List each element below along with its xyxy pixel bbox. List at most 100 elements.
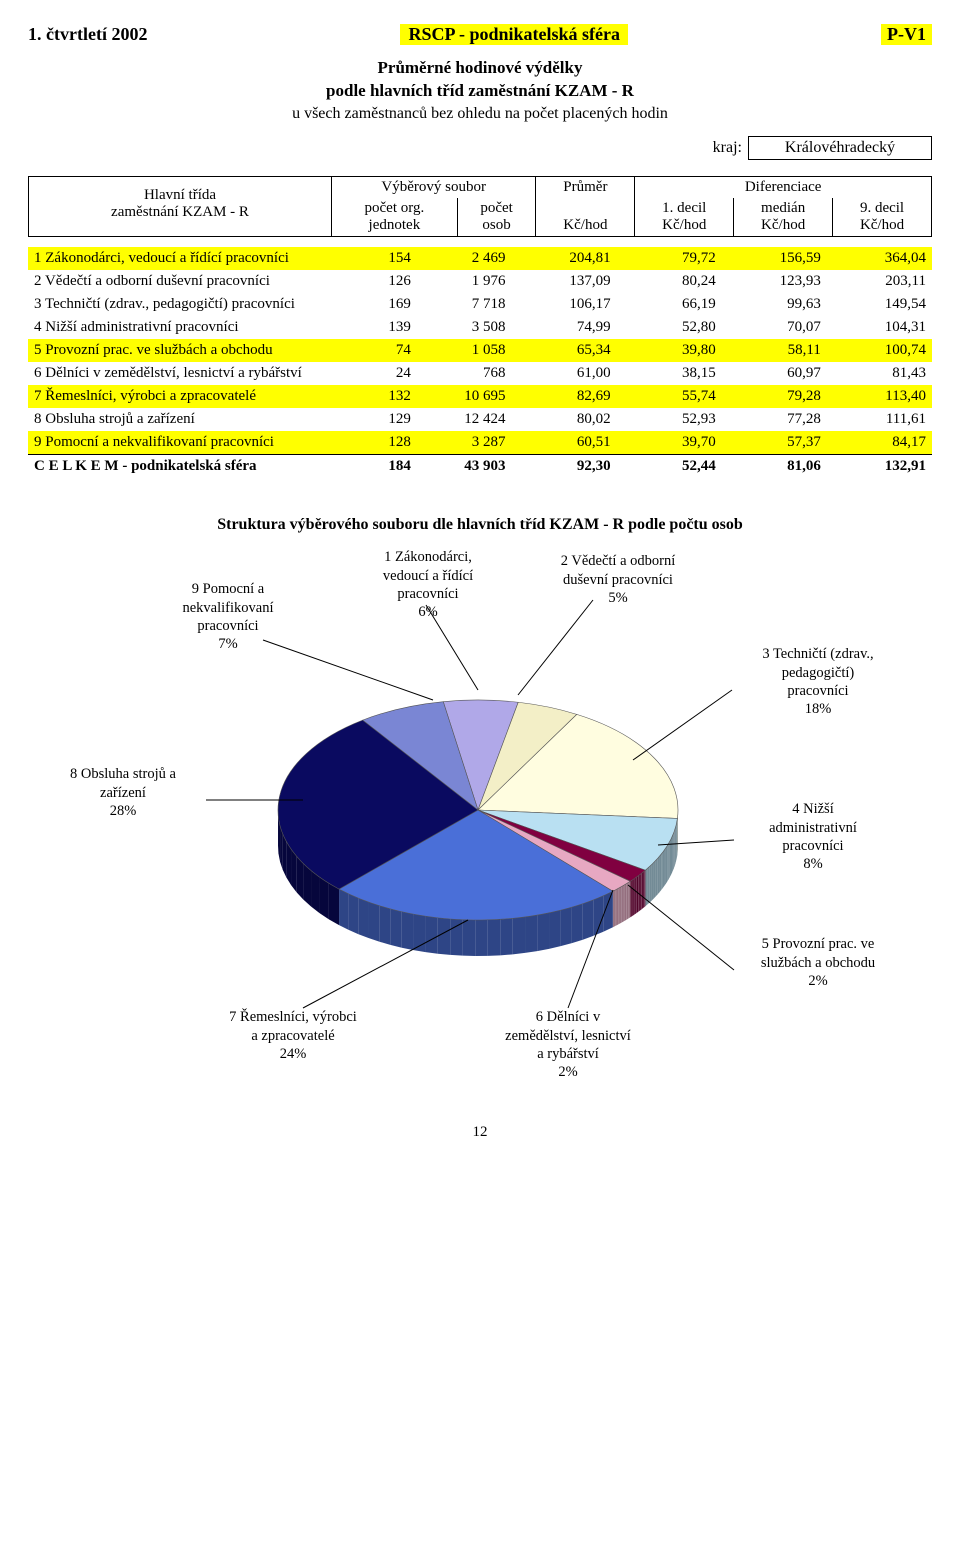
cell-f: 111,61 [827, 408, 932, 431]
cell-f: 203,11 [827, 270, 932, 293]
col-prumer: Průměr [536, 177, 635, 199]
cell-c: 137,09 [512, 270, 617, 293]
cell-e: 57,37 [722, 431, 827, 455]
col-kchod-2: Kč/hod [641, 217, 727, 234]
pie-chart: 1 Zákonodárci,vedoucí a řídícípracovníci… [28, 540, 928, 1100]
total-b: 43 903 [417, 455, 512, 479]
cell-d: 66,19 [617, 293, 722, 316]
cell-a: 126 [343, 270, 417, 293]
cell-f: 100,74 [827, 339, 932, 362]
col-main-a: Hlavní třída [35, 187, 325, 204]
cell-a: 132 [343, 385, 417, 408]
cell-a: 169 [343, 293, 417, 316]
cell-c: 204,81 [512, 247, 617, 270]
table-row: 9 Pomocní a nekvalifikovaní pracovníci12… [28, 431, 932, 455]
cell-b: 2 469 [417, 247, 512, 270]
cell-d: 80,24 [617, 270, 722, 293]
title-line-1: Průměrné hodinové výdělky [28, 57, 932, 80]
kraj-label: kraj: [713, 139, 742, 157]
cell-label: 8 Obsluha strojů a zařízení [28, 408, 343, 431]
cell-f: 84,17 [827, 431, 932, 455]
table-row: 4 Nižší administrativní pracovníci1393 5… [28, 316, 932, 339]
cell-b: 12 424 [417, 408, 512, 431]
total-d: 52,44 [617, 455, 722, 479]
cell-f: 149,54 [827, 293, 932, 316]
col-d1: 1. decil [641, 200, 727, 217]
cell-a: 129 [343, 408, 417, 431]
title-block: Průměrné hodinové výdělky podle hlavních… [28, 57, 932, 124]
period-label: 1. čtvrtletí 2002 [28, 24, 147, 45]
pie-label: 8 Obsluha strojů azařízení28% [38, 765, 208, 819]
cell-c: 106,17 [512, 293, 617, 316]
col-jednotek: jednotek [338, 217, 451, 234]
report-code: P-V1 [881, 24, 932, 45]
cell-label: 1 Zákonodárci, vedoucí a řídící pracovní… [28, 247, 343, 270]
cell-d: 79,72 [617, 247, 722, 270]
pie-label: 5 Provozní prac. veslužbách a obchodu2% [728, 935, 908, 989]
cell-e: 99,63 [722, 293, 827, 316]
cell-e: 156,59 [722, 247, 827, 270]
cell-b: 1 976 [417, 270, 512, 293]
cell-d: 39,70 [617, 431, 722, 455]
cell-b: 10 695 [417, 385, 512, 408]
col-median: medián [740, 200, 826, 217]
cell-d: 52,93 [617, 408, 722, 431]
cell-a: 139 [343, 316, 417, 339]
table-row: 5 Provozní prac. ve službách a obchodu74… [28, 339, 932, 362]
title-line-3: u všech zaměstnanců bez ohledu na počet … [28, 103, 932, 125]
total-a: 184 [343, 455, 417, 479]
cell-a: 74 [343, 339, 417, 362]
cell-d: 38,15 [617, 362, 722, 385]
table-row: 7 Řemeslníci, výrobci a zpracovatelé1321… [28, 385, 932, 408]
pie-label: 7 Řemeslníci, výrobcia zpracovatelé24% [198, 1008, 388, 1062]
cell-d: 55,74 [617, 385, 722, 408]
table-row: 6 Dělníci v zemědělství, lesnictví a ryb… [28, 362, 932, 385]
cell-a: 24 [343, 362, 417, 385]
col-pocet-org: počet org. [338, 200, 451, 217]
cell-b: 3 287 [417, 431, 512, 455]
cell-c: 82,69 [512, 385, 617, 408]
col-main-b: zaměstnání KZAM - R [35, 204, 325, 221]
pie-label: 6 Dělníci vzemědělství, lesnictvía rybář… [468, 1008, 668, 1081]
col-kchod-3: Kč/hod [740, 217, 826, 234]
kraj-value: Královéhradecký [748, 136, 932, 160]
cell-label: 4 Nižší administrativní pracovníci [28, 316, 343, 339]
cell-label: 6 Dělníci v zemědělství, lesnictví a ryb… [28, 362, 343, 385]
total-c: 92,30 [512, 455, 617, 479]
cell-b: 768 [417, 362, 512, 385]
table-row: 8 Obsluha strojů a zařízení12912 42480,0… [28, 408, 932, 431]
cell-e: 58,11 [722, 339, 827, 362]
cell-f: 113,40 [827, 385, 932, 408]
cell-label: 9 Pomocní a nekvalifikovaní pracovníci [28, 431, 343, 455]
col-diferenciace: Diferenciace [635, 177, 932, 199]
chart-title: Struktura výběrového souboru dle hlavníc… [28, 516, 932, 534]
cell-c: 74,99 [512, 316, 617, 339]
pie-label: 2 Vědečtí a odborníduševní pracovníci5% [528, 552, 708, 606]
cell-label: 5 Provozní prac. ve službách a obchodu [28, 339, 343, 362]
pie-label: 4 Nižšíadministrativnípracovníci8% [728, 800, 898, 873]
cell-label: 3 Techničtí (zdrav., pedagogičtí) pracov… [28, 293, 343, 316]
col-osob: osob [464, 217, 530, 234]
col-vyberovy: Výběrový soubor [332, 177, 536, 199]
cell-label: 2 Vědečtí a odborní duševní pracovníci [28, 270, 343, 293]
report-title: RSCP - podnikatelská sféra [400, 24, 628, 45]
total-f: 132,91 [827, 455, 932, 479]
cell-d: 39,80 [617, 339, 722, 362]
cell-e: 77,28 [722, 408, 827, 431]
total-label: C E L K E M - podnikatelská sféra [28, 455, 343, 479]
table-row: 1 Zákonodárci, vedoucí a řídící pracovní… [28, 247, 932, 270]
cell-f: 104,31 [827, 316, 932, 339]
cell-c: 61,00 [512, 362, 617, 385]
cell-e: 79,28 [722, 385, 827, 408]
col-kchod-1: Kč/hod [542, 217, 628, 234]
cell-a: 128 [343, 431, 417, 455]
cell-c: 80,02 [512, 408, 617, 431]
cell-label: 7 Řemeslníci, výrobci a zpracovatelé [28, 385, 343, 408]
page-number: 12 [28, 1124, 932, 1141]
pie-label: 9 Pomocní anekvalifikovanípracovníci7% [148, 580, 308, 653]
title-line-2: podle hlavních tříd zaměstnání KZAM - R [28, 80, 932, 103]
cell-c: 60,51 [512, 431, 617, 455]
total-row: C E L K E M - podnikatelská sféra 184 43… [28, 455, 932, 479]
pie-label: 1 Zákonodárci,vedoucí a řídícípracovníci… [348, 548, 508, 621]
cell-a: 154 [343, 247, 417, 270]
